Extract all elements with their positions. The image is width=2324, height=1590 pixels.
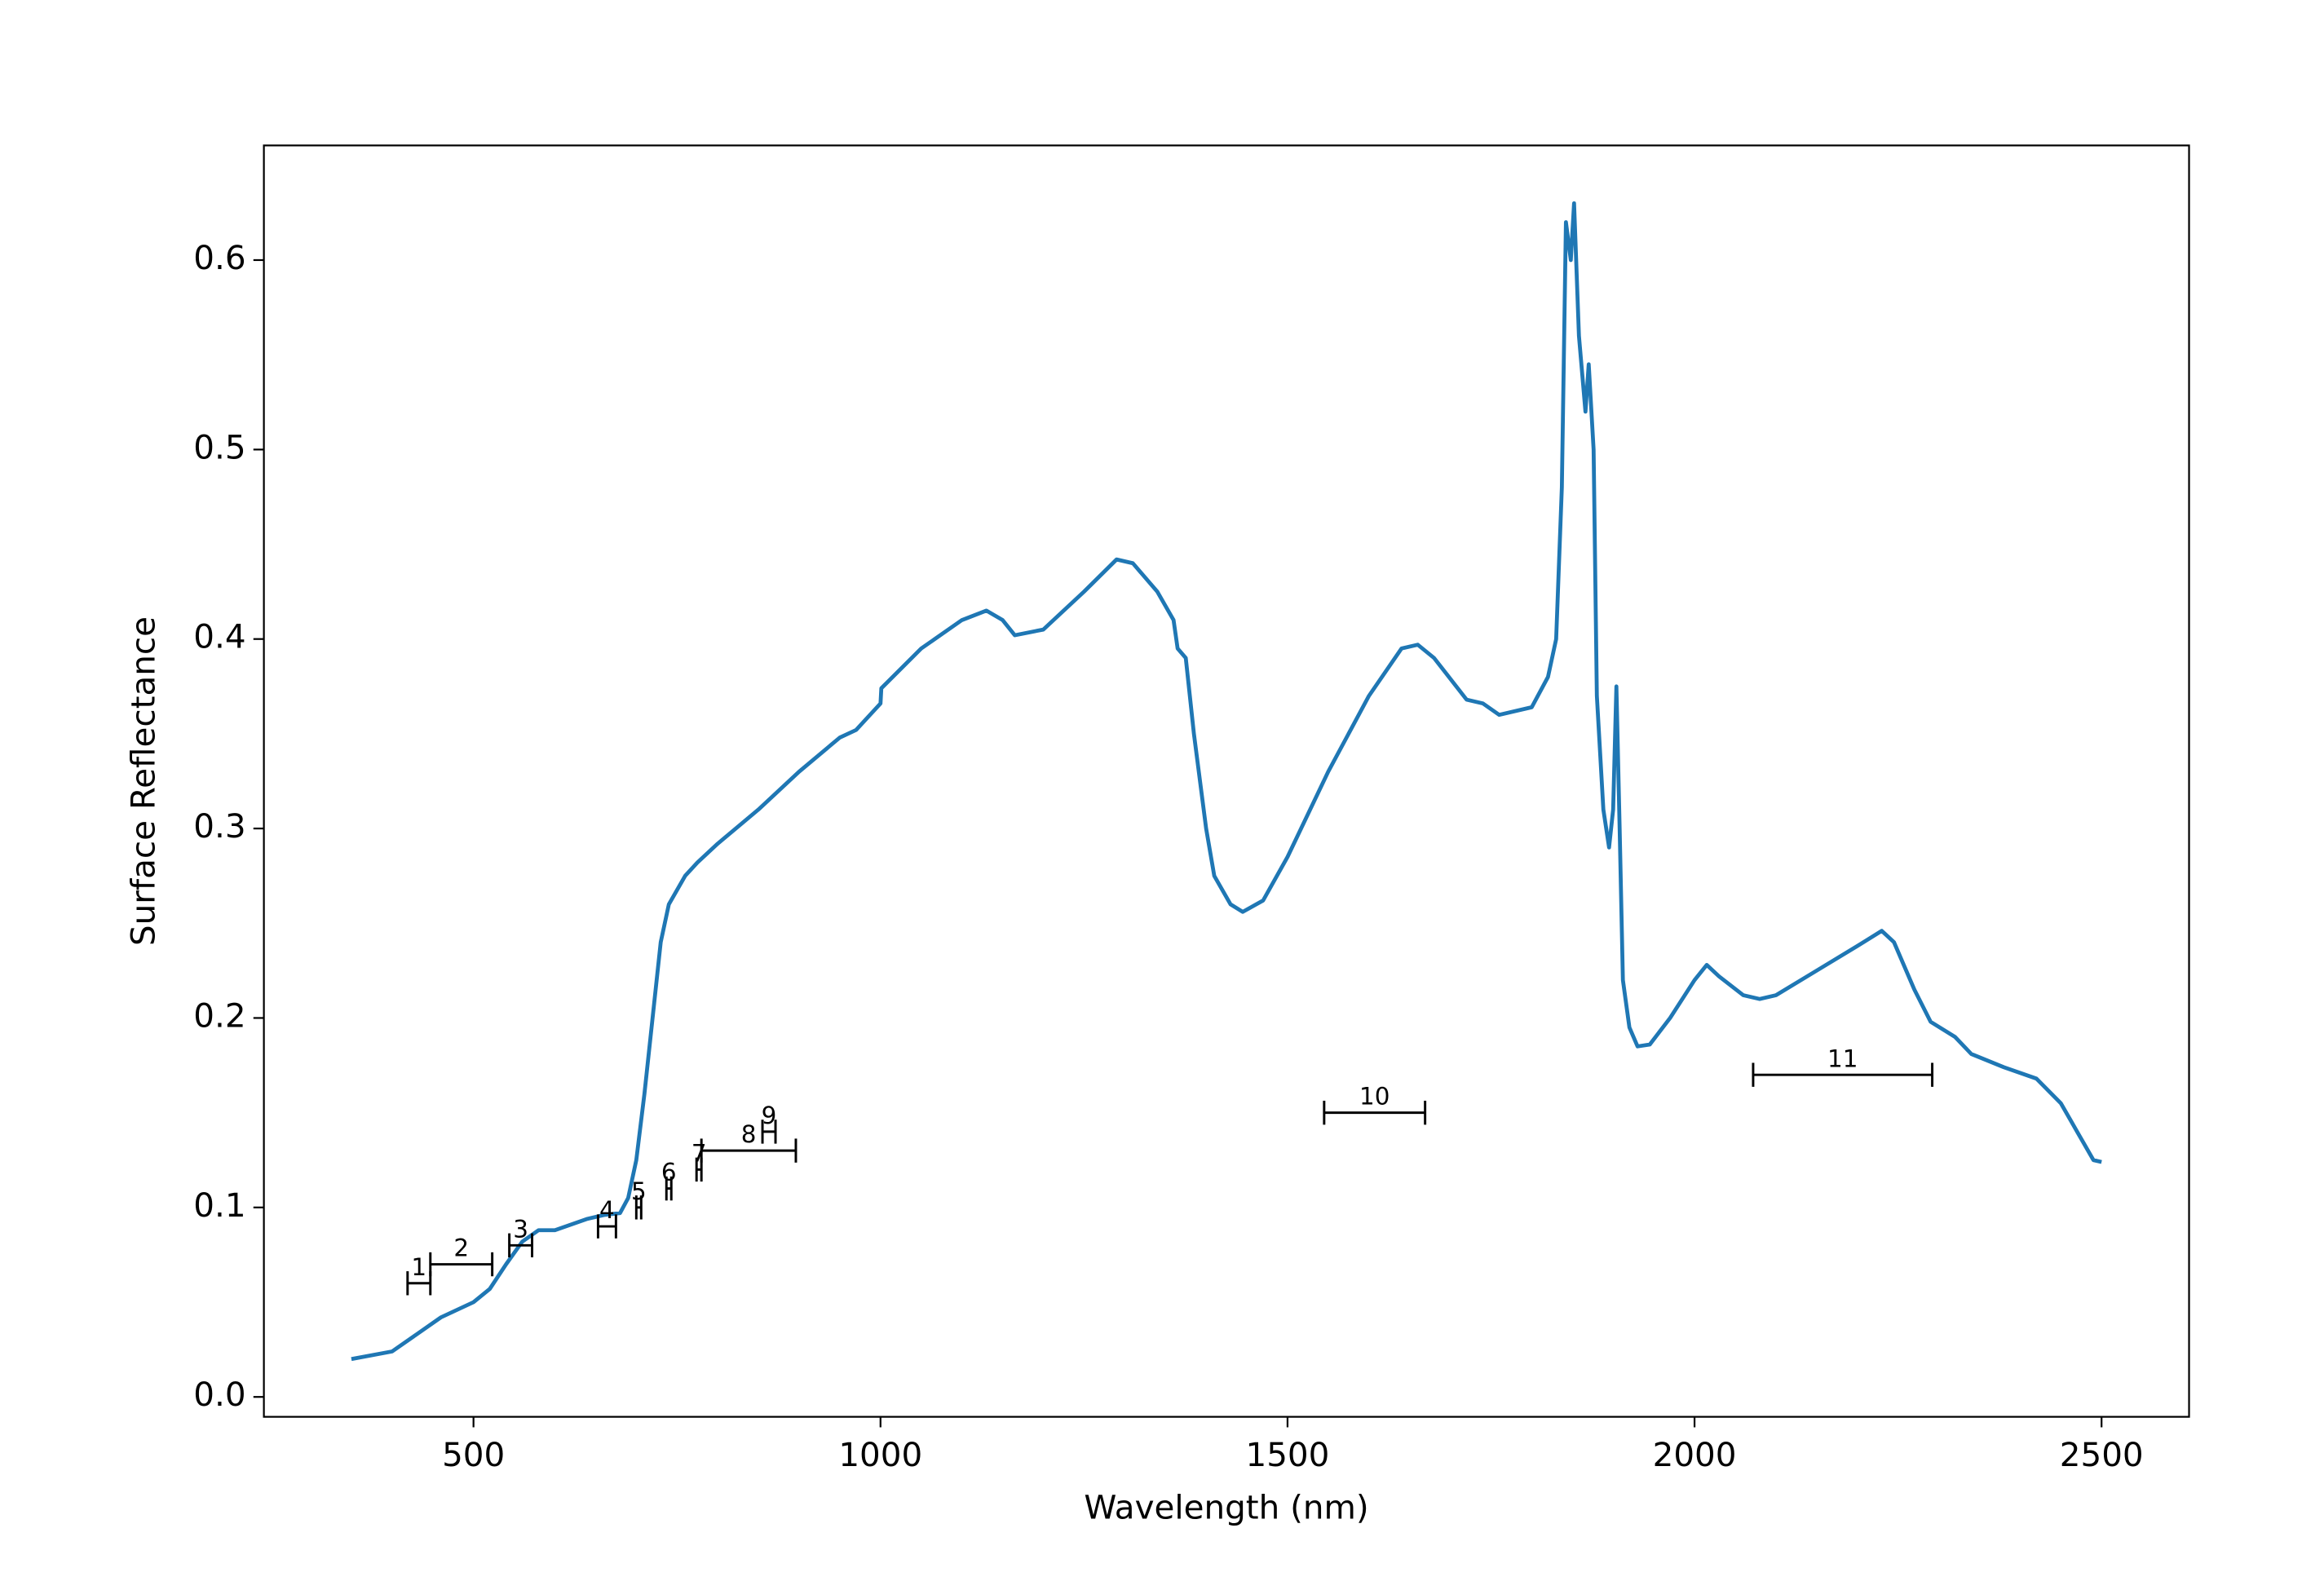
y-tick-label: 0.1 <box>193 1186 245 1225</box>
x-axis-label: Wavelength (nm) <box>1084 1488 1368 1527</box>
band-label: 8 <box>741 1120 757 1148</box>
y-tick-label: 0.2 <box>193 996 245 1035</box>
x-tick-label: 2000 <box>1653 1435 1737 1474</box>
y-tick-label: 0.6 <box>193 238 245 277</box>
y-tick-label: 0.3 <box>193 806 245 846</box>
x-tick-label: 500 <box>442 1435 505 1474</box>
band-label: 7 <box>691 1139 707 1167</box>
y-tick-label: 0.0 <box>193 1375 245 1414</box>
band-label: 5 <box>631 1177 647 1205</box>
x-tick-label: 2500 <box>2060 1435 2144 1474</box>
band-label: 6 <box>661 1159 677 1186</box>
band-label: 2 <box>453 1234 469 1262</box>
spectrum-line <box>351 201 2102 1362</box>
y-axis-label: Surface Reflectance <box>123 616 162 946</box>
y-tick-label: 0.4 <box>193 617 245 656</box>
band-label: 9 <box>762 1102 777 1129</box>
band-label: 4 <box>599 1196 615 1224</box>
band-label: 3 <box>513 1215 528 1243</box>
band-label: 1 <box>411 1253 426 1281</box>
band-label: 11 <box>1827 1045 1858 1072</box>
band-label: 10 <box>1359 1083 1390 1111</box>
x-tick-label: 1500 <box>1245 1435 1329 1474</box>
x-tick-label: 1000 <box>838 1435 922 1474</box>
plot-frame <box>263 144 2190 1418</box>
y-tick-label: 0.5 <box>193 427 245 466</box>
